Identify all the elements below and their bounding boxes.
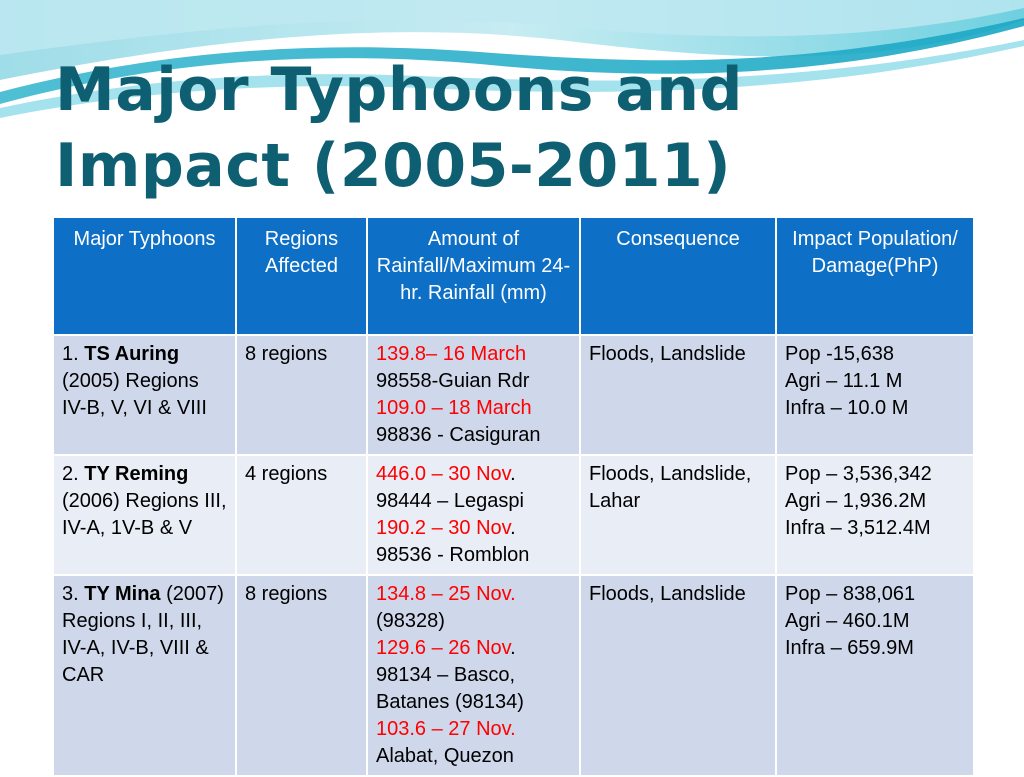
- rainfall-value: 190.2 – 30 Nov: [376, 517, 511, 539]
- rainfall-suffix: .: [510, 517, 516, 539]
- rainfall-suffix: .: [510, 637, 516, 659]
- impact-text: Pop -15,638 Agri – 11.1 M Infra – 10.0 M: [785, 343, 909, 419]
- rainfall-suffix: .: [510, 463, 516, 485]
- rainfall-value: 139.8– 16 March: [376, 343, 527, 365]
- typhoon-name: TS Auring: [84, 343, 180, 365]
- regions-cell: 4 regions: [235, 454, 368, 576]
- impact-text: Pop – 3,536,342 Agri – 1,936.2M Infra – …: [785, 463, 932, 539]
- rainfall-value: 109.0 – 18 March: [376, 397, 532, 419]
- table-row: 3. TY Mina (2007) Regions I, II, III, IV…: [52, 574, 975, 777]
- rainfall-value: 446.0 – 30 Nov: [376, 463, 511, 485]
- station-name: 98444 – Legaspi: [376, 490, 524, 512]
- typhoon-name: TY Reming: [84, 463, 189, 485]
- header-consequence: Consequence: [579, 216, 777, 336]
- typhoon-number: 1.: [62, 343, 85, 365]
- regions-cell: 8 regions: [235, 574, 368, 777]
- impact-cell: Pop – 838,061 Agri – 460.1M Infra – 659.…: [775, 574, 975, 777]
- rainfall-cell: 139.8– 16 March 98558-Guian Rdr 109.0 – …: [366, 334, 581, 456]
- typhoon-detail: (2006) Regions III, IV-A, 1V-B & V: [62, 490, 227, 539]
- rainfall-value: 129.6 – 26 Nov: [376, 637, 511, 659]
- header-regions-affected: Regions Affected: [235, 216, 368, 336]
- rainfall-value: 134.8 – 25 Nov.: [376, 583, 516, 605]
- station-name: 98836 - Casiguran: [376, 424, 541, 446]
- impact-cell: Pop – 3,536,342 Agri – 1,936.2M Infra – …: [775, 454, 975, 576]
- regions-cell: 8 regions: [235, 334, 368, 456]
- station-name: 98134 – Basco, Batanes (98134): [376, 664, 524, 713]
- table-header-row: Major Typhoons Regions Affected Amount o…: [52, 216, 975, 336]
- typhoon-name: TY Mina: [84, 583, 161, 605]
- consequence-cell: Floods, Landslide: [579, 334, 777, 456]
- rainfall-value: 103.6 – 27 Nov.: [376, 718, 516, 740]
- rainfall-cell: 134.8 – 25 Nov. (98328) 129.6 – 26 Nov. …: [366, 574, 581, 777]
- typhoon-detail: (2007) Regions I, II, III, IV-A, IV-B, V…: [62, 583, 224, 686]
- typhoon-number: 2.: [62, 463, 85, 485]
- station-name: Alabat, Quezon: [376, 745, 514, 767]
- station-name: 98558-Guian Rdr: [376, 370, 530, 392]
- typhoon-impact-table: Major Typhoons Regions Affected Amount o…: [52, 216, 975, 777]
- station-name: 98536 - Romblon: [376, 544, 530, 566]
- table-row: 1. TS Auring (2005) Regions IV-B, V, VI …: [52, 334, 975, 456]
- typhoon-cell: 2. TY Reming (2006) Regions III, IV-A, 1…: [52, 454, 237, 576]
- slide-title: Major Typhoons and Impact (2005-2011): [55, 55, 743, 201]
- impact-text: Pop – 838,061 Agri – 460.1M Infra – 659.…: [785, 583, 916, 659]
- typhoon-cell: 3. TY Mina (2007) Regions I, II, III, IV…: [52, 574, 237, 777]
- consequence-cell: Floods, Landslide: [579, 574, 777, 777]
- header-major-typhoons: Major Typhoons: [52, 216, 237, 336]
- impact-cell: Pop -15,638 Agri – 11.1 M Infra – 10.0 M: [775, 334, 975, 456]
- table-row: 2. TY Reming (2006) Regions III, IV-A, 1…: [52, 454, 975, 576]
- header-rainfall: Amount of Rainfall/Maximum 24-hr. Rainfa…: [366, 216, 581, 336]
- rainfall-cell: 446.0 – 30 Nov. 98444 – Legaspi 190.2 – …: [366, 454, 581, 576]
- station-name: (98328): [376, 610, 445, 632]
- consequence-cell: Floods, Landslide, Lahar: [579, 454, 777, 576]
- typhoon-cell: 1. TS Auring (2005) Regions IV-B, V, VI …: [52, 334, 237, 456]
- decorative-wave-header: [0, 0, 1024, 118]
- typhoon-number: 3.: [62, 583, 85, 605]
- typhoon-detail: (2005) Regions IV-B, V, VI & VIII: [62, 370, 207, 419]
- header-impact: Impact Population/ Damage(PhP): [775, 216, 975, 336]
